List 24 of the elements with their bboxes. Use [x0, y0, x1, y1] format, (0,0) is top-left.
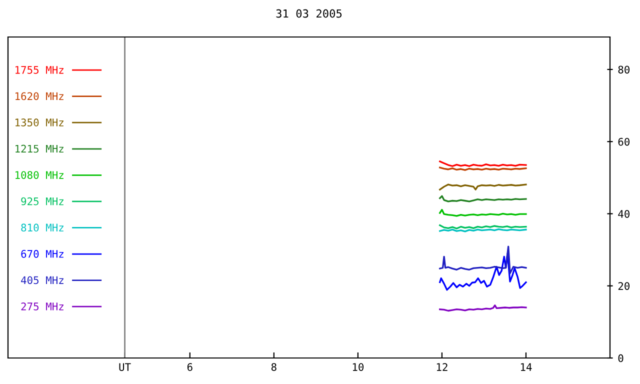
y-tick-label: 40	[618, 210, 630, 218]
x-tick-label: 12	[436, 363, 448, 371]
legend-label: 1755 MHz	[16, 66, 64, 74]
y-tick-label: 80	[618, 66, 630, 74]
x-tick-label: 14	[520, 363, 532, 371]
line-series	[439, 246, 527, 274]
legend-label: 275 MHz	[21, 302, 64, 310]
legend-label: 810 MHz	[21, 224, 64, 232]
legend-label: 670 MHz	[21, 250, 64, 258]
y-tick-label: 20	[618, 282, 630, 290]
legend-label: 1350 MHz	[16, 118, 64, 126]
y-tick-label: 0	[618, 354, 624, 362]
x-tick-label: 10	[352, 363, 364, 371]
legend-label: 1620 MHz	[16, 92, 64, 100]
x-tick-label: UT	[119, 363, 131, 371]
legend-label: 925 MHz	[21, 197, 64, 206]
legend-label: 1215 MHz	[16, 144, 64, 153]
x-tick-label: 6	[187, 363, 192, 371]
line-series	[439, 208, 527, 217]
y-tick-label: 60	[618, 138, 630, 146]
legend-label: 405 MHz	[21, 276, 64, 284]
x-tick-label: 8	[271, 363, 276, 371]
chart-title: 31 03 2005	[276, 9, 342, 18]
legend-label: 1080 MHz	[16, 171, 64, 179]
